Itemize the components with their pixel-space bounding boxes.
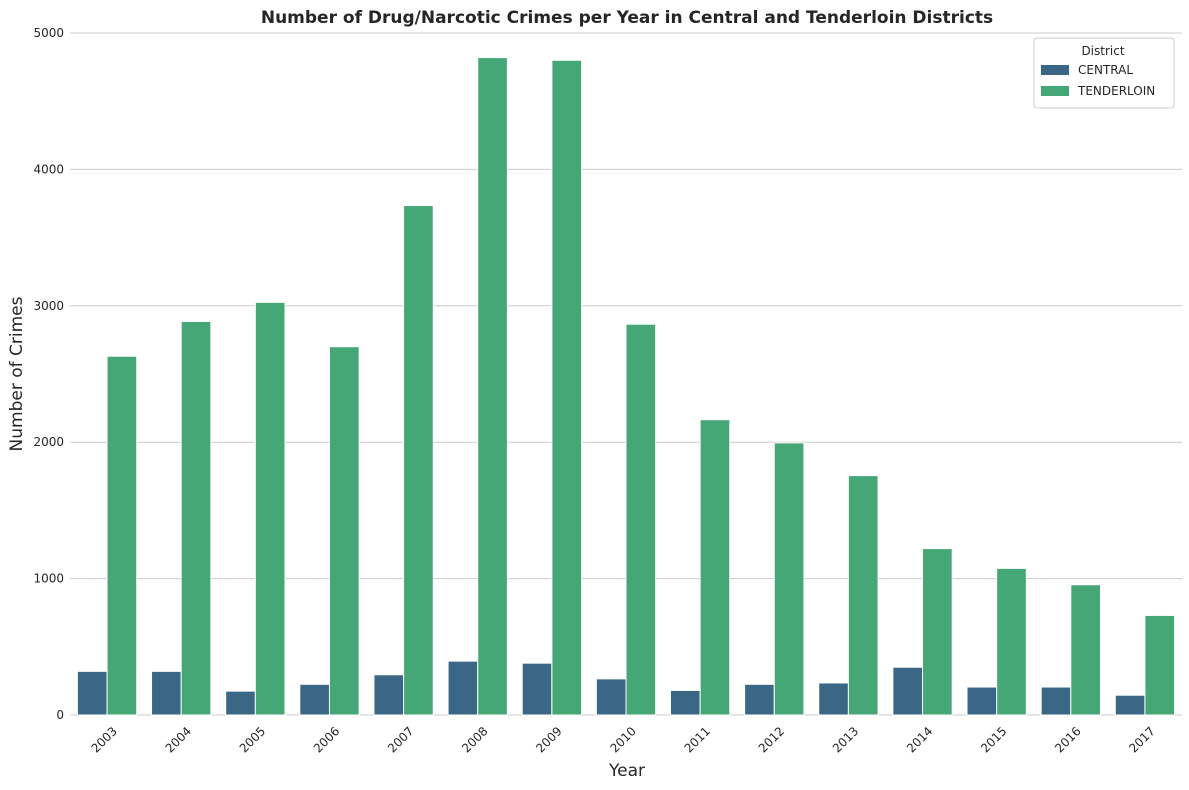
x-tick-label: 2011 bbox=[682, 724, 713, 755]
x-tick-label: 2010 bbox=[607, 724, 638, 755]
x-tick-label: 2012 bbox=[756, 724, 787, 755]
bar-tenderloin-2003 bbox=[106, 355, 138, 716]
x-tick-label: 2009 bbox=[533, 724, 564, 755]
legend: District CENTRAL TENDERLOIN bbox=[1033, 37, 1175, 109]
bar-central-2006 bbox=[299, 683, 330, 716]
bar-central-2011 bbox=[669, 689, 701, 716]
x-tick-label: 2003 bbox=[88, 724, 119, 755]
bar-central-2010 bbox=[595, 678, 627, 716]
bar-central-2016 bbox=[1040, 686, 1072, 716]
bar-central-2004 bbox=[151, 670, 182, 716]
x-tick-label: 2017 bbox=[1126, 724, 1157, 755]
x-tick-label: 2005 bbox=[237, 724, 268, 755]
bar-tenderloin-2014 bbox=[922, 548, 953, 716]
bar-tenderloin-2016 bbox=[1070, 584, 1101, 716]
x-axis-ticks: 2003 2004 2005 2006 2007 2008 2009 2010 2011 2012… bbox=[88, 724, 1157, 755]
x-tick-label: 2016 bbox=[1052, 724, 1083, 755]
x-tick-label: 2007 bbox=[385, 724, 416, 755]
x-tick-label: 2006 bbox=[311, 724, 342, 755]
bar-tenderloin-2007 bbox=[403, 205, 434, 716]
x-tick-label: 2014 bbox=[904, 724, 935, 755]
bar-tenderloin-2009 bbox=[551, 59, 583, 716]
bar-tenderloin-2004 bbox=[180, 320, 212, 716]
y-axis-label: Number of Crimes bbox=[7, 296, 27, 451]
legend-title: District bbox=[1081, 44, 1124, 58]
bar-central-2012 bbox=[744, 683, 775, 716]
bar-tenderloin-2017 bbox=[1144, 614, 1176, 716]
bar-tenderloin-2015 bbox=[996, 567, 1027, 716]
bar-tenderloin-2012 bbox=[773, 442, 805, 716]
bar-central-2003 bbox=[76, 670, 108, 716]
y-tick-label: 5000 bbox=[33, 26, 64, 40]
legend-swatch-central bbox=[1041, 65, 1069, 75]
y-tick-label: 2000 bbox=[33, 435, 64, 449]
legend-label-tenderloin: TENDERLOIN bbox=[1077, 84, 1155, 98]
bar-tenderloin-2011 bbox=[699, 419, 731, 716]
bar-tenderloin-2006 bbox=[328, 346, 360, 716]
x-tick-label: 2004 bbox=[163, 724, 194, 755]
y-tick-label: 3000 bbox=[33, 299, 64, 313]
y-tick-label: 0 bbox=[56, 708, 64, 722]
bar-tenderloin-2013 bbox=[847, 475, 879, 716]
x-tick-label: 2008 bbox=[459, 724, 490, 755]
bar-central-2007 bbox=[373, 674, 405, 716]
bar-central-2005 bbox=[225, 690, 256, 716]
legend-items: CENTRAL TENDERLOIN bbox=[1041, 63, 1155, 98]
bar-tenderloin-2008 bbox=[477, 57, 508, 716]
bar-tenderloin-2010 bbox=[625, 323, 657, 716]
bar-central-2014 bbox=[892, 666, 924, 716]
bar-tenderloin-2005 bbox=[254, 301, 286, 716]
x-tick-label: 2015 bbox=[978, 724, 1009, 755]
bar-central-2008 bbox=[447, 660, 479, 716]
bar-central-2013 bbox=[818, 682, 849, 716]
bar-central-2017 bbox=[1114, 694, 1146, 716]
legend-swatch-tenderloin bbox=[1041, 86, 1069, 96]
y-tick-label: 1000 bbox=[33, 572, 64, 586]
y-axis-ticks: 0 1000 2000 3000 4000 5000 bbox=[33, 26, 64, 722]
x-tick-label: 2013 bbox=[830, 724, 861, 755]
bars bbox=[76, 57, 1176, 716]
y-tick-label: 4000 bbox=[33, 162, 64, 176]
chart-title: Number of Drug/Narcotic Crimes per Year … bbox=[261, 8, 993, 28]
bar-central-2009 bbox=[521, 662, 553, 716]
bar-central-2015 bbox=[966, 686, 998, 716]
x-axis-label: Year bbox=[608, 761, 645, 781]
legend-label-central: CENTRAL bbox=[1078, 63, 1133, 77]
